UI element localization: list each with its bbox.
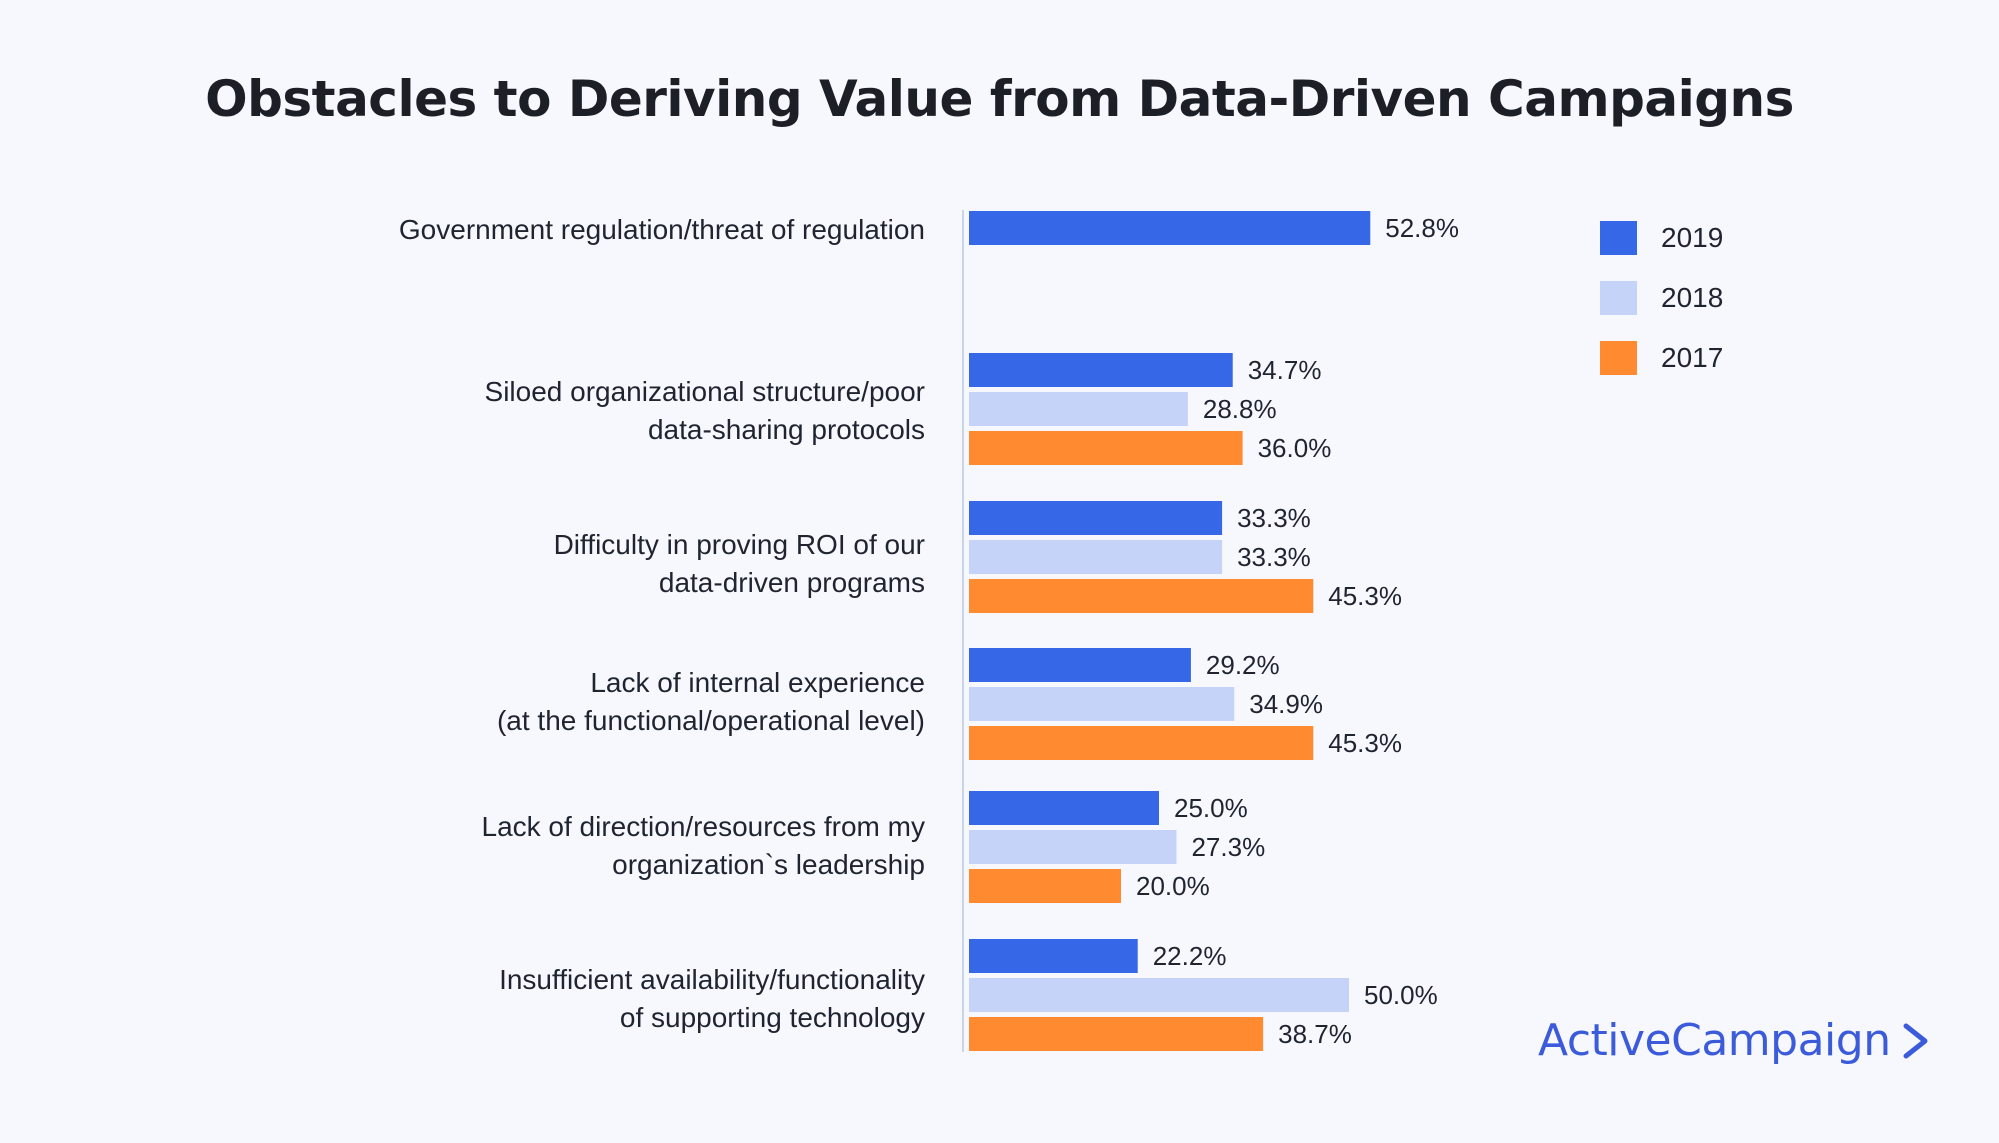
bar-2017-3 [969, 726, 1314, 760]
bar-value-label: 38.7% [1278, 1019, 1352, 1049]
bar-2018-4 [969, 830, 1177, 864]
legend-swatch-2017 [1600, 341, 1637, 375]
category-label-line: Government regulation/threat of regulati… [398, 214, 925, 245]
category-label-line: (at the functional/operational level) [496, 705, 925, 736]
bar-value-label: 33.3% [1237, 503, 1311, 533]
bar-2017-2 [969, 579, 1314, 613]
category-label: Difficulty in proving ROI of our data-dri… [205, 526, 925, 602]
bar-value-label: 45.3% [1328, 581, 1402, 611]
chevron-right-icon [1903, 1023, 1928, 1058]
bar-value-label: 20.0% [1136, 871, 1210, 901]
category-label-line: data-driven programs [658, 567, 925, 598]
bar-2017-5 [969, 1017, 1264, 1051]
bar-value-label: 28.8% [1203, 394, 1277, 424]
bar-2018-3 [969, 687, 1235, 721]
bar-2017-4 [969, 869, 1121, 903]
legend-swatch-2018 [1600, 281, 1637, 315]
bar-value-label: 29.2% [1206, 650, 1280, 680]
legend-swatch-2019 [1600, 221, 1637, 255]
category-label: Siloed organizational structure/poor data… [205, 373, 925, 449]
legend-label-2019: 2019 [1661, 222, 1724, 253]
category-label-line: Lack of direction/resources from my [481, 811, 926, 842]
bar-2019-3 [969, 648, 1191, 682]
bar-value-label: 36.0% [1258, 433, 1332, 463]
category-label-line: Siloed organizational structure/poor [484, 376, 925, 407]
bar-value-label: 27.3% [1191, 832, 1265, 862]
category-label-line: data-sharing protocols [647, 414, 925, 445]
category-label-line: Difficulty in proving ROI of our [553, 529, 925, 560]
category-label: Lack of internal experience (at the funct… [205, 664, 925, 740]
legend-item-2018: 2018 [1600, 268, 1723, 328]
category-label: Government regulation/threat of regulati… [205, 211, 925, 249]
bar-2018-2 [969, 540, 1223, 574]
bar-2019-4 [969, 791, 1159, 825]
bar-value-label: 22.2% [1153, 941, 1227, 971]
legend-label-2018: 2018 [1661, 282, 1724, 313]
category-label-line: organization`s leadership [612, 849, 925, 880]
brand-name: ActiveCampaign [1538, 1015, 1891, 1066]
category-label: Lack of direction/resources from my organ… [205, 808, 926, 884]
bar-2019-5 [969, 939, 1138, 973]
bars-group: 52.8% 34.7% 28.8% 36.0% 33.3% 33.3% 45.3% 29.2%… [969, 211, 1459, 1051]
legend: 2019 2018 2017 [1600, 208, 1723, 388]
bar-2018-1 [969, 392, 1188, 426]
bar-2019-0 [969, 211, 1371, 245]
bar-2019-1 [969, 353, 1233, 387]
legend-item-2019: 2019 [1600, 208, 1723, 268]
bar-value-label: 25.0% [1174, 793, 1248, 823]
bar-2018-5 [969, 978, 1349, 1012]
legend-label-2017: 2017 [1661, 342, 1724, 373]
bar-value-label: 50.0% [1364, 980, 1438, 1010]
category-label-line: Insufficient availability/functionality [499, 964, 925, 995]
bar-2017-1 [969, 431, 1243, 465]
chart-title: Obstacles to Deriving Value from Data-Dr… [205, 70, 1794, 128]
bar-value-label: 34.7% [1248, 355, 1322, 385]
bar-value-label: 34.9% [1249, 689, 1323, 719]
bar-value-label: 33.3% [1237, 542, 1311, 572]
category-label-line: Lack of internal experience [590, 667, 925, 698]
bar-value-label: 52.8% [1385, 213, 1459, 243]
category-label: Insufficient availability/functionality o… [205, 961, 925, 1037]
bar-2019-2 [969, 501, 1223, 535]
brand-logo: ActiveCampaign [1538, 1015, 1929, 1066]
bar-value-label: 45.3% [1328, 728, 1402, 758]
category-label-line: of supporting technology [619, 1002, 925, 1033]
legend-item-2017: 2017 [1600, 328, 1723, 388]
